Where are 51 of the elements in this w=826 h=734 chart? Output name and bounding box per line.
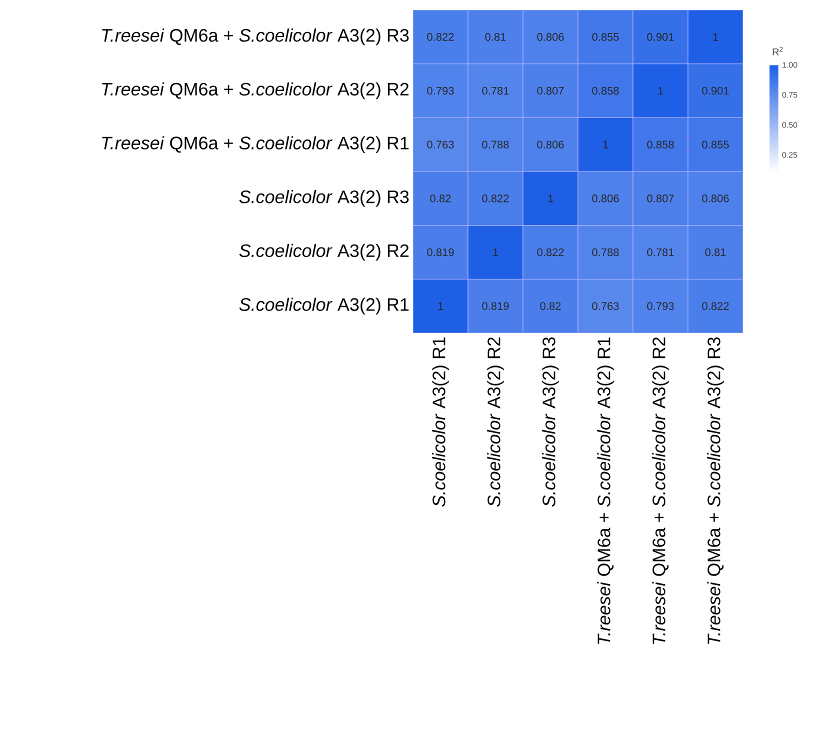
y-tick-label: S.coelicolor A3(2) R3 xyxy=(239,190,409,207)
data-label: 0.788 xyxy=(592,248,619,256)
data-label: 0.807 xyxy=(537,86,564,95)
data-label: 0.855 xyxy=(702,140,729,148)
data-label: 0.819 xyxy=(482,302,509,310)
data-label: 0.806 xyxy=(537,33,564,41)
data-label: 0.901 xyxy=(702,86,729,95)
y-tick-label: T.reesei QM6a + S.coelicolor A3(2) R1 xyxy=(102,136,409,153)
y-tick-label: T.reesei QM6a + S.coelicolor A3(2) R3 xyxy=(102,28,409,46)
data-label: 0.858 xyxy=(592,86,619,95)
data-label: 0.901 xyxy=(647,33,674,41)
data-label: 0.822 xyxy=(537,248,564,256)
data-label: 0.855 xyxy=(592,33,619,41)
data-label: 0.81 xyxy=(485,33,506,41)
data-label: 0.806 xyxy=(592,194,619,202)
x-tick-label: T.reesei QM6a + S.coelicolor A3(2) R3 xyxy=(707,337,724,644)
data-label: 0.806 xyxy=(537,140,564,148)
y-tick-label: S.coelicolor A3(2) R1 xyxy=(239,298,409,314)
data-label: 0.793 xyxy=(647,302,674,310)
data-label: 0.822 xyxy=(482,194,509,202)
x-tick-label: T.reesei QM6a + S.coelicolor A3(2) R2 xyxy=(652,337,669,644)
data-label: 1 xyxy=(658,86,664,95)
data-label: 0.781 xyxy=(482,86,509,95)
data-label: 1 xyxy=(603,140,608,148)
data-label: 1 xyxy=(713,33,718,41)
color-bar-label: 0.50 xyxy=(782,122,798,128)
data-label: 0.763 xyxy=(592,302,619,310)
x-tick-label: T.reesei QM6a + S.coelicolor A3(2) R1 xyxy=(597,337,614,644)
data-label: 0.807 xyxy=(647,194,674,202)
y-tick-label: S.coelicolor A3(2) R2 xyxy=(239,244,409,261)
data-label: 0.822 xyxy=(427,33,454,41)
color-bar-label: 0.25 xyxy=(782,152,798,158)
data-label: 1 xyxy=(493,248,498,256)
data-label: 0.82 xyxy=(430,194,451,202)
x-tick-label: S.coelicolor A3(2) R3 xyxy=(542,337,559,507)
color-bar-label: 1.00 xyxy=(782,62,798,68)
data-label: 1 xyxy=(548,194,554,202)
data-label: 0.806 xyxy=(702,194,729,202)
data-label: 0.82 xyxy=(540,302,561,310)
data-label: 0.781 xyxy=(647,248,674,256)
data-label: 0.793 xyxy=(427,86,454,95)
color-bar-label: 0.75 xyxy=(782,92,798,98)
data-label: 1 xyxy=(438,302,444,310)
color-bar-title: R$^{2}$ xyxy=(772,46,783,56)
data-label: 0.81 xyxy=(705,248,726,256)
data-label: 0.788 xyxy=(482,140,509,148)
data-label: 0.858 xyxy=(647,140,674,148)
y-tick-label: T.reesei QM6a + S.coelicolor A3(2) R2 xyxy=(102,82,409,100)
data-label: 0.763 xyxy=(427,140,454,148)
data-label: 0.822 xyxy=(702,302,729,310)
data-label: 0.819 xyxy=(427,248,454,256)
